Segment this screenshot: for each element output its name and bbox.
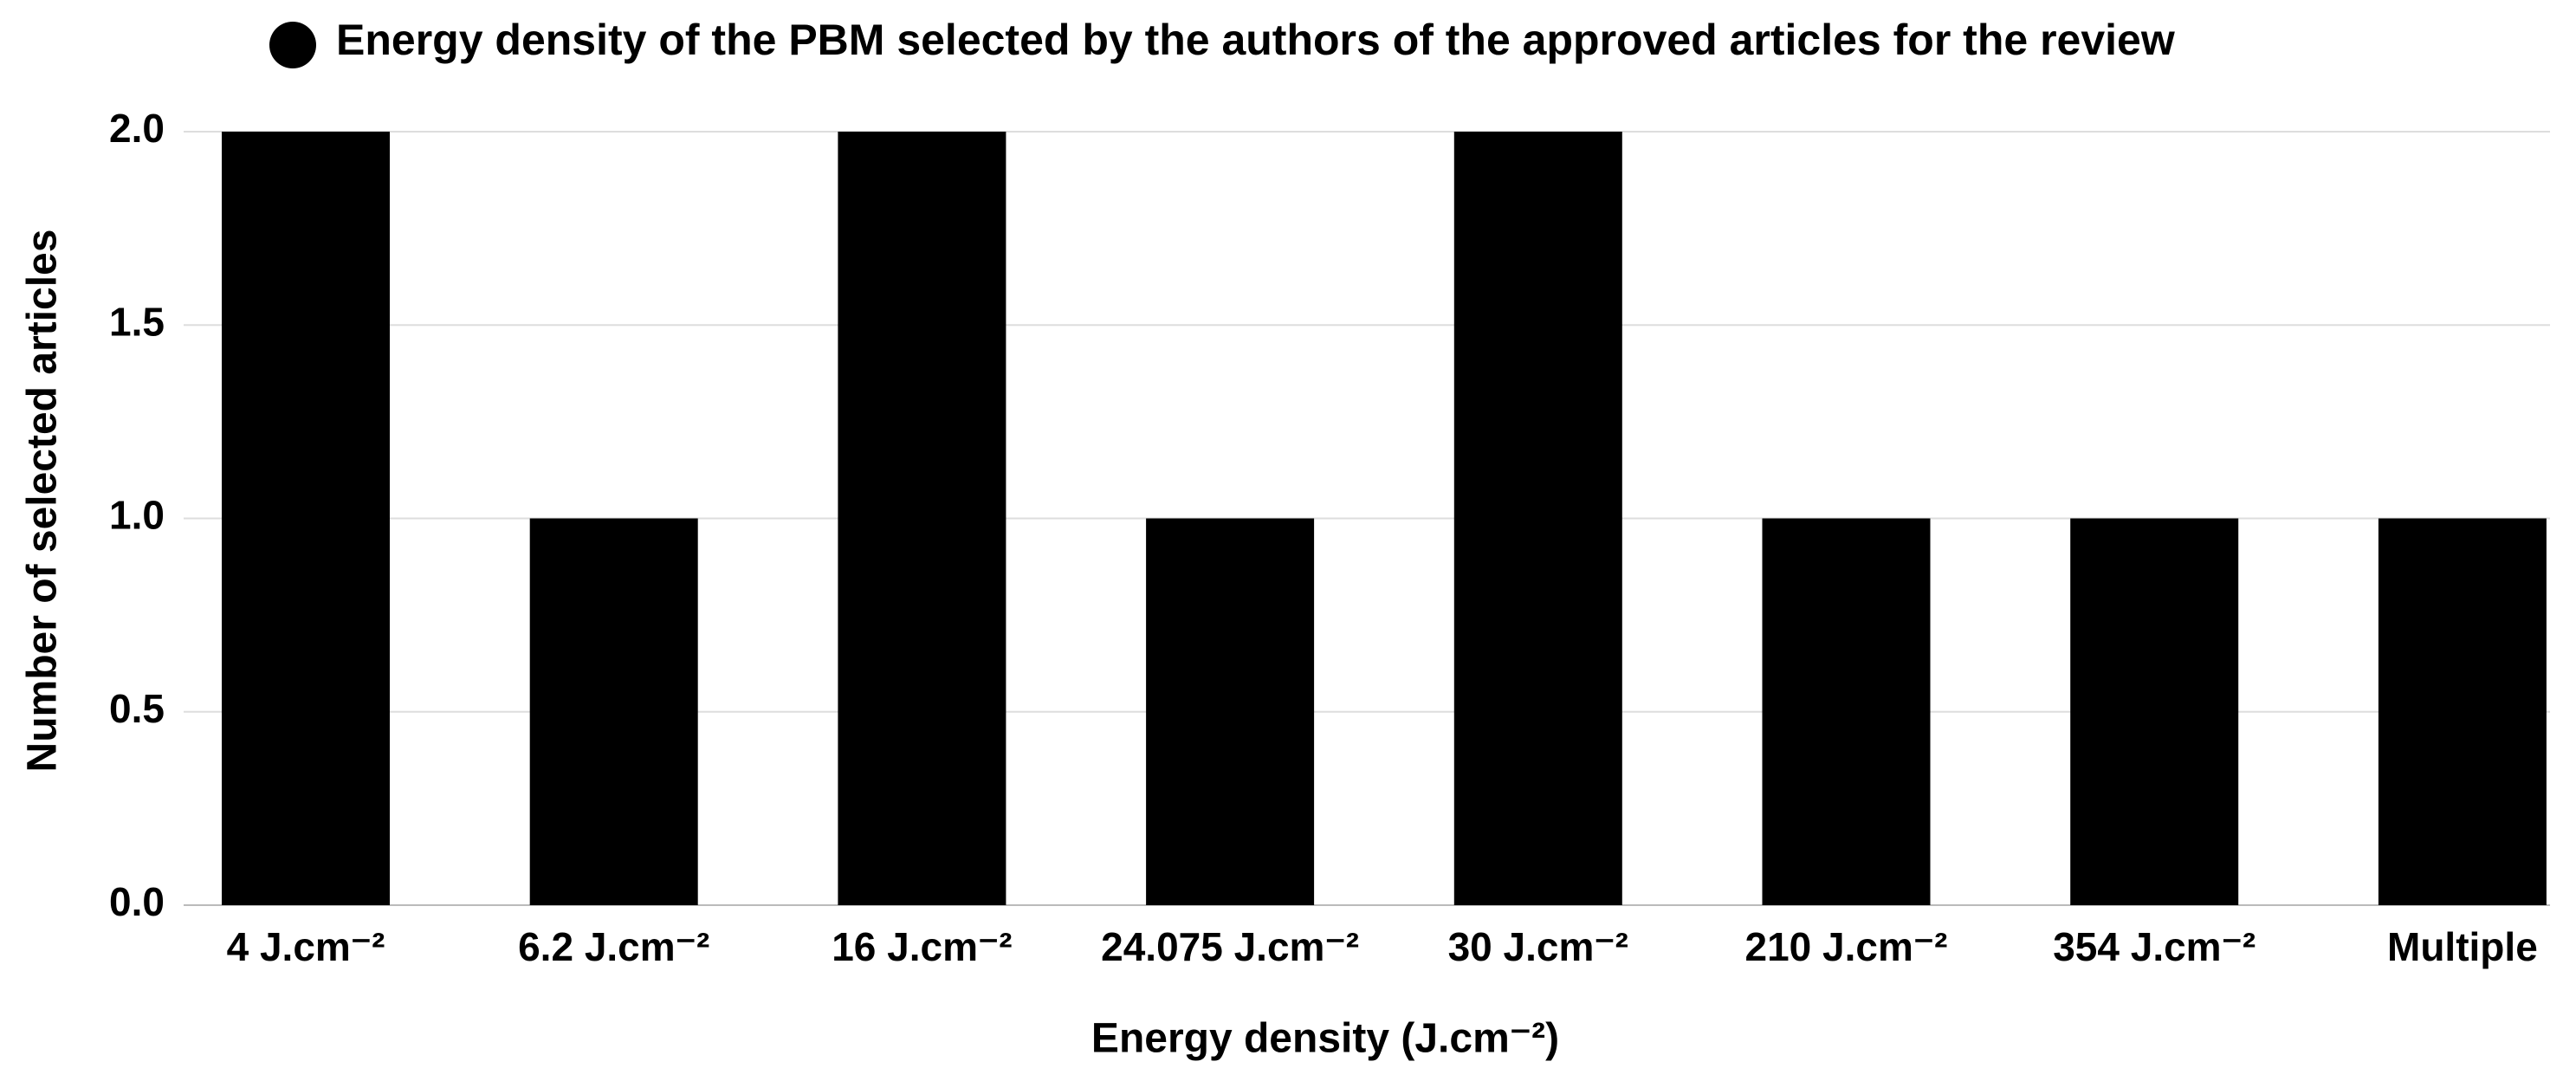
y-tick-label: 0.5 (109, 686, 165, 731)
bar (2378, 518, 2547, 905)
y-tick-label: 1.0 (109, 493, 165, 538)
bar (222, 132, 390, 905)
x-tick-label: 24.075 J.cm⁻² (1101, 924, 1359, 969)
x-tick-label: 6.2 J.cm⁻² (518, 924, 709, 969)
bar (2070, 518, 2239, 905)
bar (1146, 518, 1315, 905)
bar (838, 132, 1006, 905)
x-axis-title: Energy density (J.cm⁻²) (1091, 1016, 1559, 1062)
y-tick-label: 0.0 (109, 879, 165, 924)
y-tick-label: 1.5 (109, 299, 165, 344)
x-tick-label: 210 J.cm⁻² (1745, 924, 1948, 969)
legend-marker (269, 22, 316, 68)
x-tick-label: Multiple (2387, 924, 2538, 969)
x-tick-label: 30 J.cm⁻² (1448, 924, 1628, 969)
bar (529, 518, 698, 905)
bar (1762, 518, 1931, 905)
x-tick-label: 354 J.cm⁻² (2053, 924, 2256, 969)
bar (1453, 132, 1622, 905)
x-tick-label: 16 J.cm⁻² (832, 924, 1012, 969)
x-tick-label: 4 J.cm⁻² (227, 924, 385, 969)
legend-label: Energy density of the PBM selected by th… (336, 16, 2175, 64)
y-tick-label: 2.0 (109, 106, 165, 151)
y-axis-title: Number of selected articles (20, 230, 66, 773)
